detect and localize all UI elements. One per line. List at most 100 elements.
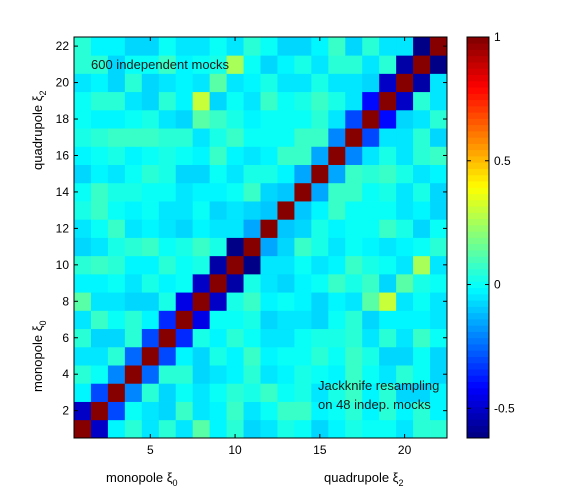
heatmap-cell [141,419,160,439]
heatmap-cell [226,419,244,439]
heatmap-cell [362,182,380,202]
heatmap-cell [124,310,143,330]
heatmap-cell [311,383,329,402]
heatmap-cell [379,109,397,129]
heatmap-cell [345,73,363,93]
annotation-lower-line1: Jackknife resampling [318,378,439,393]
heatmap-cell [90,128,109,147]
heatmap-cell [209,37,227,56]
colorbar-tick-label: 0 [494,278,501,292]
heatmap-cell [158,164,177,184]
y-tick-label: 20 [56,76,70,90]
heatmap-cell [175,328,194,348]
heatmap-cell [158,346,177,366]
heatmap-cell [311,73,329,93]
heatmap-cell [74,365,92,384]
heatmap-cell [226,273,244,293]
heatmap-cell [430,164,448,184]
heatmap-cell [277,37,295,56]
heatmap-cell [124,73,143,93]
heatmap-cell [362,292,380,311]
heatmap-cell [379,328,397,348]
colorbar-segment [467,275,489,282]
heatmap-cell [362,219,380,238]
colorbar-segment [467,162,489,169]
heatmap-cell [192,73,211,93]
colorbar-segment [467,118,489,126]
heatmap-cell [294,91,312,111]
heatmap-cell [260,237,278,257]
heatmap-cell [277,109,295,129]
heatmap-cell [141,273,160,293]
heatmap-cell [430,292,448,311]
heatmap-cell [243,73,261,93]
heatmap-cell [328,419,346,439]
heatmap-cell [430,219,448,238]
heatmap-cell [413,182,431,202]
colorbar-segment [467,231,489,238]
heatmap-cell [124,346,143,366]
heatmap-cell [90,182,109,202]
heatmap-cell [158,219,177,238]
heatmap-cell [107,255,126,275]
axis-ticks: 5 10 15 20 2 4 6 8 10 12 14 16 18 20 22 [56,37,447,457]
heatmap-cell [226,182,244,202]
heatmap-cell [90,292,109,311]
heatmap-cell [311,365,329,384]
heatmap-cell [277,365,295,384]
heatmap-cell [396,201,414,220]
heatmap-cell [328,237,346,257]
heatmap-cell [192,128,211,147]
heatmap-cell [413,292,431,311]
heatmap-cell [158,383,177,402]
heatmap-cell [124,109,143,129]
heatmap-cell [260,328,278,348]
colorbar-segment [467,206,489,213]
heatmap-cell [124,55,143,74]
heatmap-cell [107,383,126,402]
heatmap-cell [260,91,278,111]
heatmap-cell [209,328,227,348]
heatmap-cell [175,419,194,439]
heatmap-cell [328,128,346,147]
heatmap-cell [294,310,312,330]
colorbar-segment [467,381,489,389]
heatmap-cell [74,55,92,74]
heatmap-cell [311,419,329,439]
y-tick-label: 18 [56,112,70,126]
heatmap-cell [90,55,109,74]
heatmap-cell [226,401,244,421]
heatmap-cell [243,383,261,402]
colorbar-segment [467,43,489,50]
heatmap-cell [74,128,92,147]
heatmap-cell [362,201,380,220]
heatmap-cell [124,365,143,384]
heatmap-cell [277,182,295,202]
heatmap-cell [294,55,312,74]
heatmap-cell [192,255,211,275]
heatmap-cell [277,146,295,165]
heatmap-cell [74,182,92,202]
heatmap-cell [345,255,363,275]
heatmap-cell [209,146,227,165]
heatmap-cell [294,164,312,184]
colorbar-segment [467,49,489,57]
heatmap-cell [209,346,227,366]
heatmap-cell [175,383,194,402]
heatmap-cell [396,328,414,348]
heatmap-cell [107,91,126,111]
heatmap-cell [74,37,92,56]
heatmap-cell [396,128,414,147]
heatmap-cell [141,109,160,129]
heatmap-cell [430,401,448,421]
heatmap-cell [141,164,160,184]
heatmap-cell [107,310,126,330]
heatmap-cell [413,201,431,220]
heatmap-cell [362,109,380,129]
heatmap-cell [158,73,177,93]
heatmap-cell [345,128,363,147]
heatmap-cells [74,37,448,439]
heatmap-cell [430,310,448,330]
annotation-lower-line2: on 48 indep. mocks [318,397,431,412]
heatmap-cell [260,146,278,165]
